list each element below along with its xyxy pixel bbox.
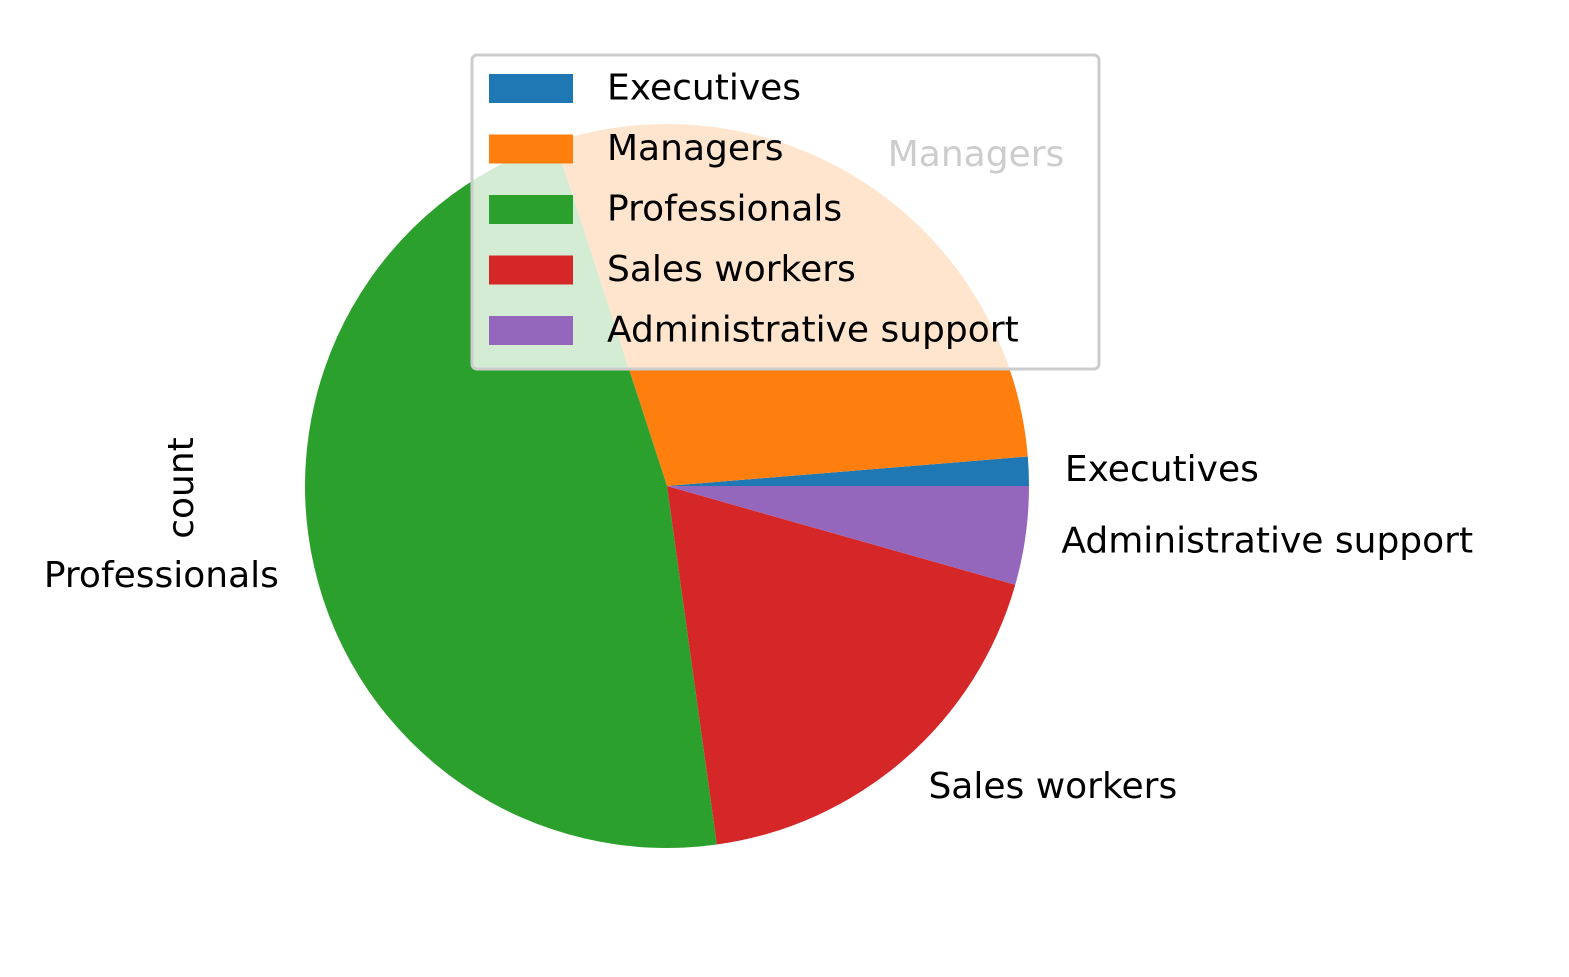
legend-swatch-administrative-support xyxy=(489,316,573,345)
legend: Executives Managers Professionals Sales wor… xyxy=(470,53,1101,371)
legend-label-administrative-support: Administrative support xyxy=(607,310,1019,351)
legend-label-sales-workers: Sales workers xyxy=(607,249,856,290)
pie-slice-professionals xyxy=(304,141,717,849)
pie-slice-executives xyxy=(667,456,1030,486)
legend-label-professionals: Professionals xyxy=(607,189,842,230)
legend-label-executives: Executives xyxy=(607,68,801,109)
legend-entry-administrative-support: Administrative support xyxy=(489,310,1019,351)
slice-label-executives: Executives xyxy=(1065,449,1259,490)
y-axis-label: count xyxy=(161,437,202,539)
pie-slice-sales-workers xyxy=(667,486,1016,845)
legend-swatch-sales-workers xyxy=(489,255,573,285)
legend-entry-sales-workers: Sales workers xyxy=(489,249,856,290)
pie-slice-administrative-support xyxy=(667,486,1030,585)
legend-swatch-professionals xyxy=(489,195,573,224)
slice-label-administrative-support: Administrative support xyxy=(1061,520,1473,561)
legend-entry-professionals: Professionals xyxy=(489,189,842,230)
slices-layer xyxy=(304,123,1030,849)
legend-swatch-managers xyxy=(489,134,573,164)
legend-entry-executives: Executives xyxy=(489,68,801,109)
legend-label-managers: Managers xyxy=(607,128,784,169)
slice-label-sales-workers: Sales workers xyxy=(928,766,1177,807)
legend-entry-managers: Managers xyxy=(489,128,784,169)
legend-frame xyxy=(470,53,1101,371)
legend-swatch-executives xyxy=(489,74,573,103)
slice-label-professionals: Professionals xyxy=(44,555,279,596)
